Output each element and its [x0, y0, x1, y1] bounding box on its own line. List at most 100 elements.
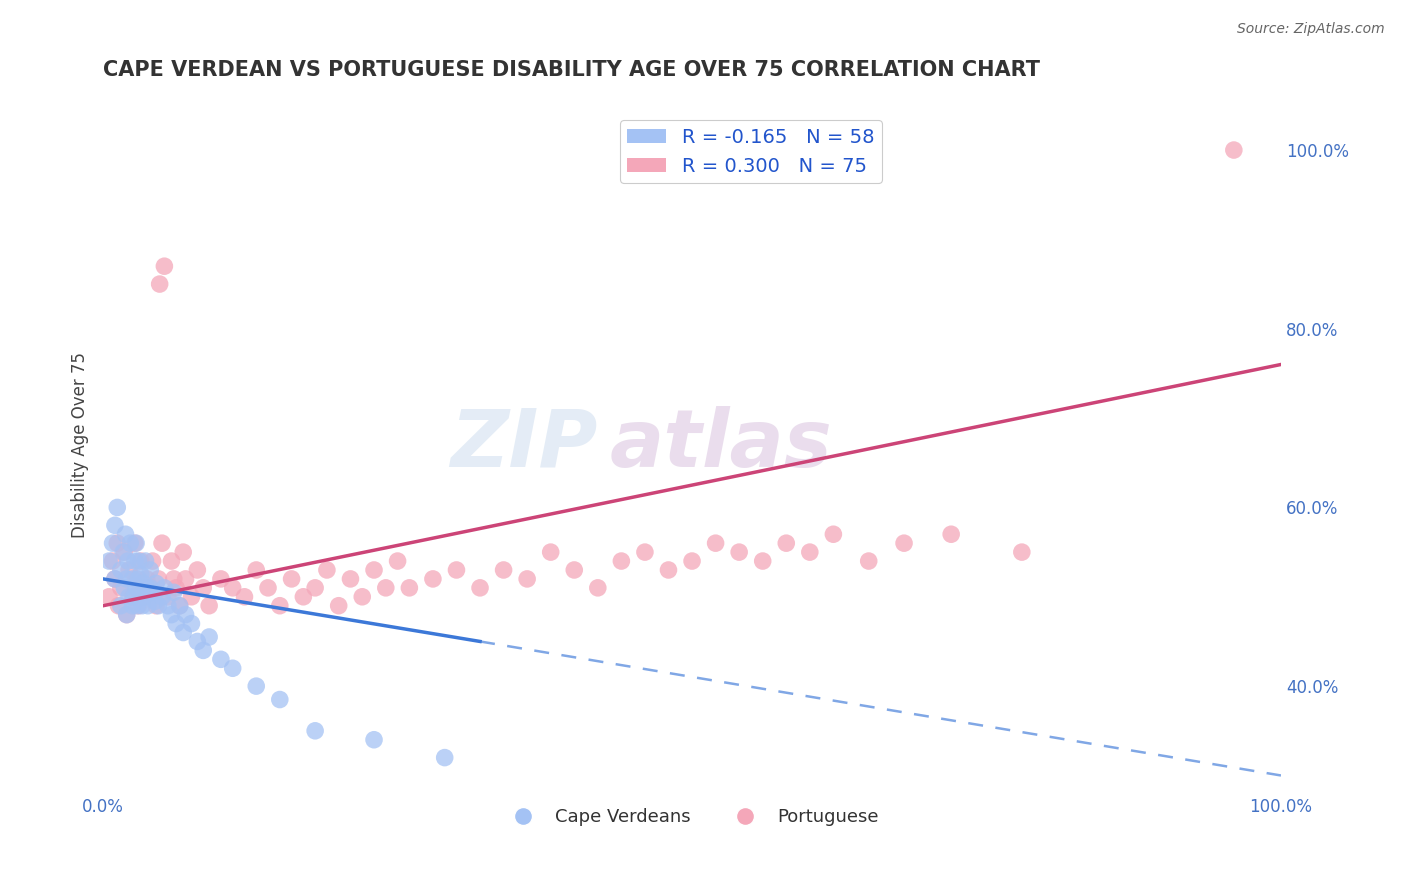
Point: [209, 652, 232, 666]
Text: ZIP: ZIP: [450, 406, 598, 483]
Point: [121, 599, 143, 613]
Point: [101, 536, 124, 550]
Point: [422, 572, 444, 586]
Point: [160, 607, 183, 622]
Point: [193, 643, 215, 657]
Point: [540, 545, 562, 559]
Point: [115, 572, 138, 586]
Point: [134, 590, 156, 604]
Point: [156, 599, 179, 613]
Point: [245, 563, 267, 577]
Point: [135, 554, 157, 568]
Point: [145, 576, 167, 591]
Point: [142, 585, 165, 599]
Point: [257, 581, 280, 595]
Point: [209, 572, 232, 586]
Point: [125, 536, 148, 550]
Point: [446, 563, 468, 577]
Point: [269, 692, 291, 706]
Point: [728, 545, 751, 559]
Point: [516, 572, 538, 586]
Point: [143, 594, 166, 608]
Point: [186, 563, 208, 577]
Point: [681, 554, 703, 568]
Point: [292, 590, 315, 604]
Point: [131, 581, 153, 595]
Point: [98, 590, 121, 604]
Point: [110, 563, 132, 577]
Point: [316, 563, 339, 577]
Point: [198, 599, 221, 613]
Point: [610, 554, 633, 568]
Point: [112, 581, 135, 595]
Point: [180, 590, 202, 604]
Point: [586, 581, 609, 595]
Point: [120, 536, 142, 550]
Point: [148, 572, 170, 586]
Text: CAPE VERDEAN VS PORTUGUESE DISABILITY AGE OVER 75 CORRELATION CHART: CAPE VERDEAN VS PORTUGUESE DISABILITY AG…: [103, 60, 1040, 79]
Point: [245, 679, 267, 693]
Point: [124, 536, 146, 550]
Point: [174, 572, 197, 586]
Point: [135, 572, 157, 586]
Point: [1011, 545, 1033, 559]
Point: [127, 554, 149, 568]
Point: [105, 536, 128, 550]
Point: [1223, 143, 1246, 157]
Point: [153, 581, 176, 595]
Point: [180, 616, 202, 631]
Point: [127, 572, 149, 586]
Point: [221, 581, 243, 595]
Point: [169, 599, 191, 613]
Point: [104, 518, 127, 533]
Point: [233, 590, 256, 604]
Point: [104, 572, 127, 586]
Point: [134, 590, 156, 604]
Point: [153, 259, 176, 273]
Point: [110, 599, 132, 613]
Point: [269, 599, 291, 613]
Point: [121, 590, 143, 604]
Point: [118, 563, 141, 577]
Point: [328, 599, 350, 613]
Point: [129, 567, 152, 582]
Point: [775, 536, 797, 550]
Point: [139, 581, 162, 595]
Point: [468, 581, 491, 595]
Point: [104, 572, 127, 586]
Point: [893, 536, 915, 550]
Point: [280, 572, 302, 586]
Point: [125, 572, 148, 586]
Point: [163, 585, 186, 599]
Point: [198, 630, 221, 644]
Point: [115, 607, 138, 622]
Point: [150, 590, 173, 604]
Point: [562, 563, 585, 577]
Point: [124, 554, 146, 568]
Point: [129, 554, 152, 568]
Point: [433, 750, 456, 764]
Point: [858, 554, 880, 568]
Point: [704, 536, 727, 550]
Point: [799, 545, 821, 559]
Point: [339, 572, 361, 586]
Point: [304, 581, 326, 595]
Point: [172, 625, 194, 640]
Point: [125, 581, 148, 595]
Point: [941, 527, 963, 541]
Point: [172, 545, 194, 559]
Point: [823, 527, 845, 541]
Point: [132, 576, 155, 591]
Text: Source: ZipAtlas.com: Source: ZipAtlas.com: [1237, 22, 1385, 37]
Point: [112, 545, 135, 559]
Point: [145, 599, 167, 613]
Point: [139, 563, 162, 577]
Point: [174, 607, 197, 622]
Point: [107, 599, 129, 613]
Point: [193, 581, 215, 595]
Point: [136, 599, 159, 613]
Point: [352, 590, 374, 604]
Point: [387, 554, 409, 568]
Point: [657, 563, 679, 577]
Point: [186, 634, 208, 648]
